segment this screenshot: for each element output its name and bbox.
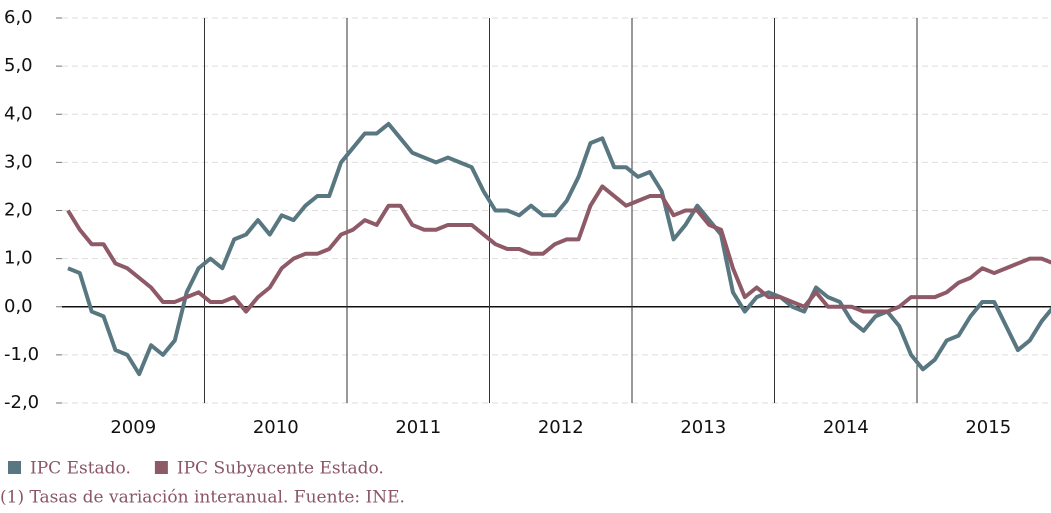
x-tick-label: 2014 [823, 417, 869, 438]
y-tick-label: 0,0 [4, 296, 33, 317]
plot-area [66, 121, 1051, 377]
x-tick-label: 2011 [395, 417, 441, 438]
y-tick-label: 2,0 [4, 200, 33, 221]
x-tick-label: 2015 [965, 417, 1011, 438]
y-tick-label: -1,0 [4, 344, 39, 365]
line-series [66, 184, 1051, 314]
y-tick-label: -2,0 [4, 392, 39, 413]
y-tick-label: 1,0 [4, 248, 33, 269]
y-tick-label: 6,0 [4, 7, 33, 28]
footnote: (1) Tasas de variación interanual. Fuent… [0, 488, 405, 508]
legend-label: IPC Subyacente Estado. [177, 459, 384, 479]
legend-swatch [8, 461, 21, 474]
y-tick-label: 4,0 [4, 103, 33, 124]
y-tick-label: 3,0 [4, 151, 33, 172]
legend-label: IPC Estado. [30, 459, 131, 479]
line-series [67, 121, 1051, 377]
x-tick-label: 2010 [253, 417, 299, 438]
legend-swatch [154, 461, 168, 474]
x-tick-label: 2012 [538, 417, 584, 438]
x-tick-label: 2009 [110, 417, 156, 438]
y-tick-label: 5,0 [4, 55, 33, 76]
x-tick-label: 2013 [680, 417, 726, 438]
